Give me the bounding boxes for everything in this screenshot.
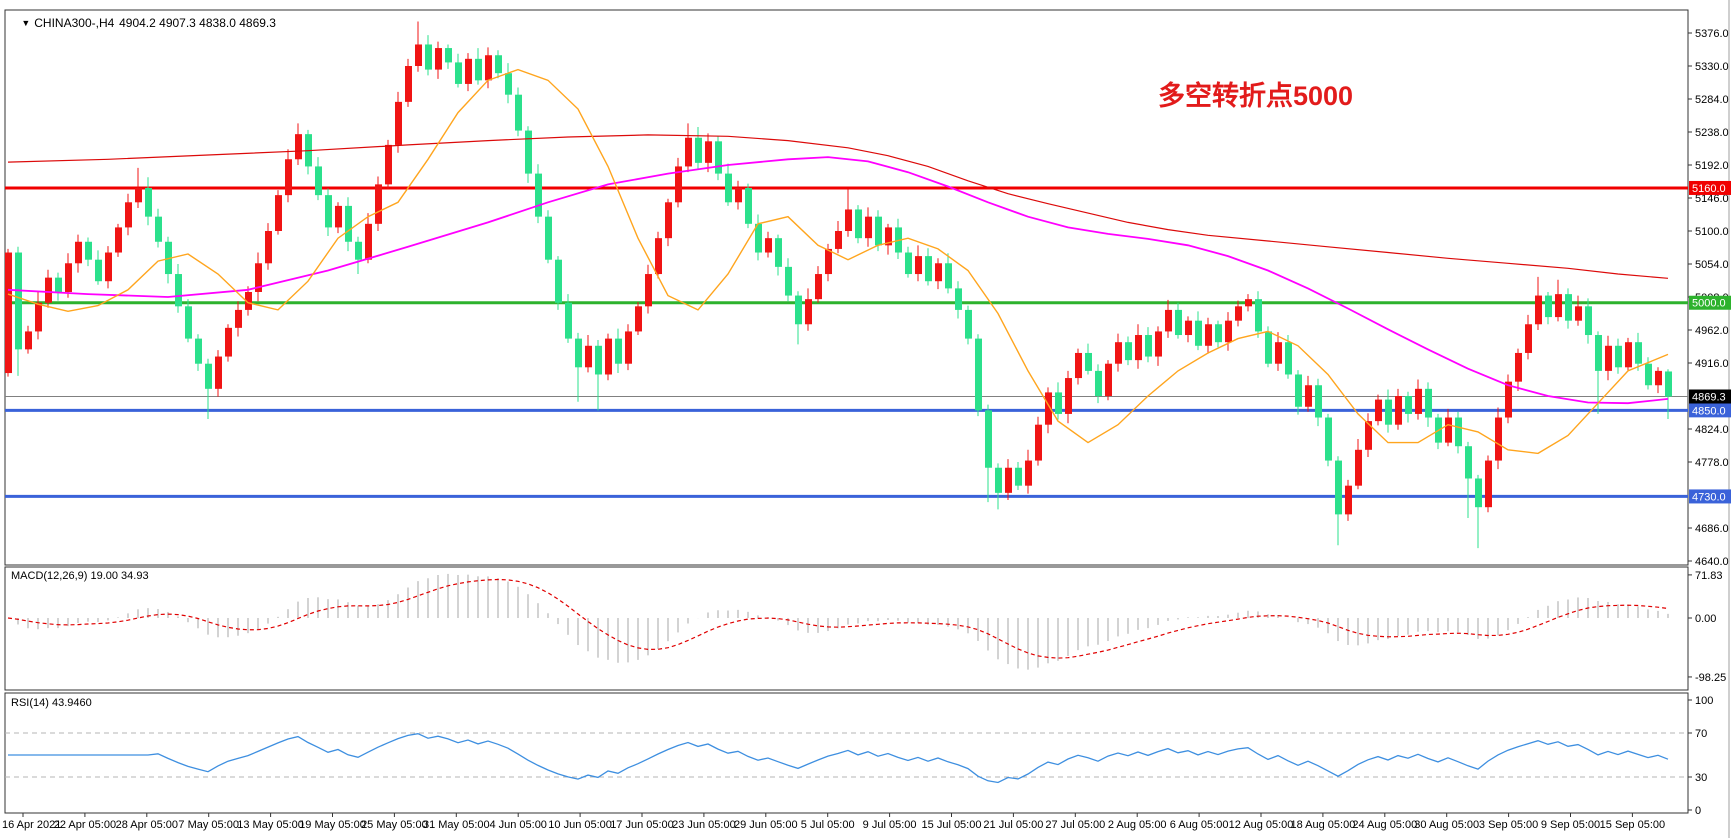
- svg-text:100: 100: [1695, 695, 1713, 707]
- svg-text:5100.0: 5100.0: [1695, 226, 1729, 238]
- svg-text:4869.3: 4869.3: [1692, 392, 1726, 404]
- svg-text:15 Jul 05:00: 15 Jul 05:00: [922, 819, 982, 831]
- panel-borders: [4, 0, 1730, 838]
- svg-text:4916.0: 4916.0: [1695, 358, 1729, 370]
- svg-text:5 Jul 05:00: 5 Jul 05:00: [801, 819, 855, 831]
- macd-indicator-label: MACD(12,26,9) 19.00 34.93: [11, 570, 149, 582]
- rsi-indicator-label: RSI(14) 43.9460: [11, 697, 92, 709]
- macd-panel[interactable]: [7, 573, 1669, 670]
- svg-text:16 Apr 2021: 16 Apr 2021: [2, 819, 61, 831]
- svg-text:7 May 05:00: 7 May 05:00: [178, 819, 239, 831]
- svg-text:27 Jul 05:00: 27 Jul 05:00: [1045, 819, 1105, 831]
- svg-text:0: 0: [1695, 805, 1701, 817]
- svg-text:31 May 05:00: 31 May 05:00: [423, 819, 490, 831]
- price-axis[interactable]: 5376.0 5330.0 5284.0 5238.0 5192.0 5146.0 5100…: [1688, 28, 1731, 817]
- rsi-line: [8, 733, 1669, 784]
- svg-text:22 Apr 05:00: 22 Apr 05:00: [54, 819, 116, 831]
- svg-text:29 Jun 05:00: 29 Jun 05:00: [734, 819, 798, 831]
- svg-text:23 Jun 05:00: 23 Jun 05:00: [672, 819, 736, 831]
- ma-slow-red: [7, 134, 1669, 279]
- svg-text:5160.0: 5160.0: [1692, 183, 1726, 195]
- svg-text:9 Jul 05:00: 9 Jul 05:00: [863, 819, 917, 831]
- candles: [5, 21, 1672, 549]
- svg-text:5000.0: 5000.0: [1692, 298, 1726, 310]
- svg-text:17 Jun 05:00: 17 Jun 05:00: [610, 819, 674, 831]
- svg-text:18 Aug 05:00: 18 Aug 05:00: [1290, 819, 1355, 831]
- svg-text:4686.0: 4686.0: [1695, 523, 1729, 535]
- svg-text:5376.0: 5376.0: [1695, 28, 1729, 40]
- svg-text:71.83: 71.83: [1695, 570, 1723, 582]
- svg-text:13 May 05:00: 13 May 05:00: [237, 819, 304, 831]
- svg-text:15 Sep 05:00: 15 Sep 05:00: [1600, 819, 1665, 831]
- svg-text:10 Jun 05:00: 10 Jun 05:00: [548, 819, 612, 831]
- svg-text:25 May 05:00: 25 May 05:00: [361, 819, 428, 831]
- symbol-header: ▼ CHINA300-,H4 4904.2 4907.3 4838.0 4869.…: [8, 2, 276, 44]
- svg-text:9 Sep 05:00: 9 Sep 05:00: [1541, 819, 1600, 831]
- svg-text:70: 70: [1695, 728, 1707, 740]
- svg-text:30: 30: [1695, 772, 1707, 784]
- svg-text:30 Aug 05:00: 30 Aug 05:00: [1414, 819, 1479, 831]
- svg-text:2 Aug 05:00: 2 Aug 05:00: [1108, 819, 1167, 831]
- svg-text:6 Aug 05:00: 6 Aug 05:00: [1170, 819, 1229, 831]
- svg-text:4778.0: 4778.0: [1695, 457, 1729, 469]
- svg-text:4962.0: 4962.0: [1695, 325, 1729, 337]
- svg-text:-98.25: -98.25: [1695, 672, 1726, 684]
- svg-text:4 Jun 05:00: 4 Jun 05:00: [489, 819, 547, 831]
- annotation-text: 多空转折点5000: [1158, 81, 1354, 111]
- svg-text:5192.0: 5192.0: [1695, 160, 1729, 172]
- ma-mid-magenta: [7, 156, 1669, 405]
- svg-text:4730.0: 4730.0: [1692, 491, 1726, 503]
- symbol-ohlc-readout: 4904.2 4907.3 4838.0 4869.3: [119, 16, 276, 30]
- chevron-down-icon[interactable]: ▼: [21, 18, 31, 28]
- svg-text:24 Aug 05:00: 24 Aug 05:00: [1352, 819, 1417, 831]
- symbol-name: CHINA300-,H4: [34, 16, 115, 30]
- svg-text:3 Sep 05:00: 3 Sep 05:00: [1479, 819, 1538, 831]
- svg-text:4850.0: 4850.0: [1692, 405, 1726, 417]
- price-lines[interactable]: [5, 186, 1688, 498]
- rsi-panel[interactable]: [5, 732, 1688, 784]
- svg-text:5054.0: 5054.0: [1695, 259, 1729, 271]
- svg-text:21 Jul 05:00: 21 Jul 05:00: [983, 819, 1043, 831]
- svg-text:28 Apr 05:00: 28 Apr 05:00: [116, 819, 178, 831]
- svg-text:5146.0: 5146.0: [1695, 193, 1729, 205]
- svg-text:0.00: 0.00: [1695, 613, 1716, 625]
- svg-text:4640.0: 4640.0: [1695, 556, 1729, 568]
- svg-text:5284.0: 5284.0: [1695, 94, 1729, 106]
- ma-fast-orange: [7, 68, 1669, 455]
- svg-text:19 May 05:00: 19 May 05:00: [299, 819, 366, 831]
- svg-text:12 Aug 05:00: 12 Aug 05:00: [1229, 819, 1294, 831]
- svg-text:5330.0: 5330.0: [1695, 61, 1729, 73]
- svg-text:4824.0: 4824.0: [1695, 424, 1729, 436]
- svg-text:5238.0: 5238.0: [1695, 127, 1729, 139]
